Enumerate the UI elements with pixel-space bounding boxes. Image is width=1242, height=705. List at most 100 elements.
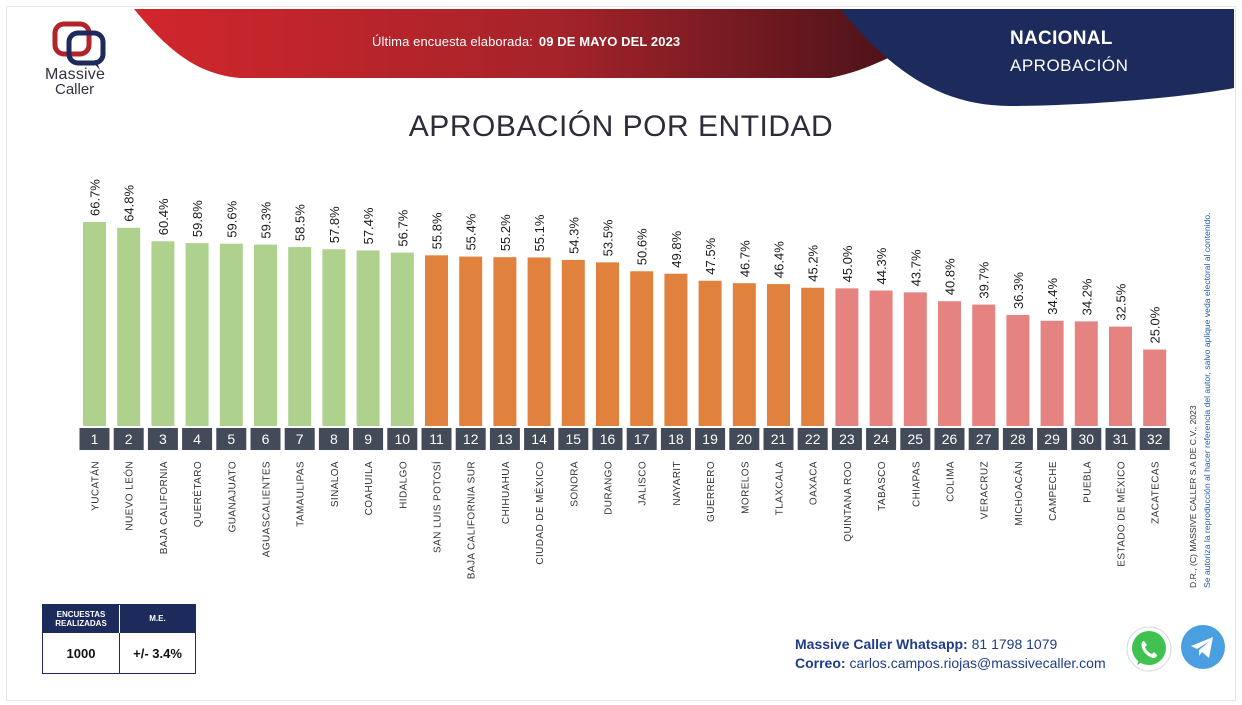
value-label-17: 50.6% (635, 228, 650, 265)
telegram-icon[interactable] (1180, 624, 1226, 670)
bar-16 (596, 262, 619, 426)
bar-10 (390, 252, 414, 426)
survey-date-banner: Última encuesta elaborada: 09 DE MAYO DEL… (372, 34, 680, 49)
rank-box-19 (695, 428, 726, 450)
value-label-27: 39.7% (977, 261, 992, 298)
value-label-26: 40.8% (943, 258, 958, 295)
rank-box-3 (147, 428, 178, 450)
rank-box-18 (660, 428, 691, 450)
value-label-28: 36.3% (1011, 272, 1026, 309)
category-label-28: MICHOACÁN (1012, 461, 1025, 526)
whatsapp-label: Massive Caller Whatsapp: (795, 636, 968, 652)
rank-label-14: 14 (531, 431, 547, 447)
value-label-3: 60.4% (156, 198, 171, 235)
rank-box-1 (79, 428, 110, 450)
rank-box-29 (1037, 428, 1068, 450)
margin-error-header: M.E. (119, 605, 195, 633)
value-label-19: 47.5% (703, 237, 718, 274)
value-label-30: 34.2% (1079, 278, 1094, 315)
rank-label-17: 17 (634, 431, 650, 447)
margin-error-value: +/- 3.4% (119, 633, 195, 673)
category-label-13: CHIHUAHUA (501, 461, 512, 524)
logo-text-massive: Massive (45, 66, 106, 83)
category-label-3: BAJA CALIFORNIA (159, 461, 170, 554)
bar-5 (219, 243, 243, 426)
region-label: NACIONAL (1010, 28, 1113, 49)
copyright-note: D.R., (C) MASSIVE CALLER S.A DE C.V., 20… (1184, 148, 1214, 589)
bar-21 (767, 284, 790, 426)
rank-box-8 (318, 428, 349, 450)
value-label-15: 54.3% (566, 217, 581, 254)
value-label-20: 46.7% (737, 240, 752, 277)
rank-label-6: 6 (262, 431, 270, 447)
bar-6 (254, 244, 277, 426)
surveys-header: ENCUESTAS REALIZADAS (43, 605, 119, 633)
bar-29 (1040, 320, 1064, 426)
bar-8 (322, 249, 346, 426)
rank-label-3: 3 (159, 431, 167, 447)
surveys-value: 1000 (66, 645, 96, 661)
rank-box-31 (1105, 428, 1136, 450)
value-label-16: 53.5% (601, 219, 616, 256)
value-label-12: 55.4% (464, 213, 479, 250)
bar-15 (561, 259, 585, 426)
rank-label-10: 10 (395, 431, 411, 447)
rank-box-5 (216, 428, 247, 450)
value-label-22: 45.2% (806, 244, 821, 281)
bar-20 (732, 283, 756, 426)
value-label-7: 58.5% (293, 204, 308, 241)
category-label-25: CHIAPAS (911, 461, 922, 507)
rank-box-27 (968, 428, 999, 450)
category-label-27: VERACRUZ (980, 461, 991, 519)
category-label-19: GUERRERO (706, 461, 717, 522)
logo-text-caller: Caller (55, 81, 95, 98)
category-label-16: DURANGO (604, 461, 615, 515)
rank-box-2 (113, 428, 144, 450)
email-link[interactable]: carlos.campos.riojas@massivecaller.com (849, 655, 1106, 671)
rank-box-9 (353, 428, 384, 450)
category-label-12: BAJA CALIFORNIA SUR (467, 461, 478, 579)
value-label-5: 59.6% (224, 200, 239, 237)
value-label-6: 59.3% (259, 201, 274, 238)
rank-label-29: 29 (1044, 431, 1060, 447)
rank-label-9: 9 (364, 431, 372, 447)
bar-4 (185, 243, 209, 426)
rank-label-13: 13 (497, 431, 513, 447)
rank-label-32: 32 (1147, 431, 1163, 447)
survey-stats-table: ENCUESTAS REALIZADAS M.E. 1000 +/- 3.4% (42, 604, 196, 674)
rank-box-24 (866, 428, 897, 450)
bar-27 (972, 304, 996, 426)
value-label-21: 46.4% (772, 241, 787, 278)
category-label-23: QUINTANA ROO (843, 461, 854, 542)
category-label-5: GUANAJUATO (227, 461, 238, 532)
rank-label-25: 25 (908, 431, 924, 447)
category-label-6: AGUASCALIENTES (262, 461, 273, 557)
rank-box-20 (729, 428, 760, 450)
value-label-23: 45.0% (840, 245, 855, 282)
value-label-2: 64.8% (122, 185, 137, 222)
bar-14 (527, 257, 551, 426)
whatsapp-contact: Massive Caller Whatsapp: 81 1798 1079 (795, 636, 1057, 652)
rank-label-18: 18 (668, 431, 684, 447)
rank-label-22: 22 (805, 431, 821, 447)
bar-18 (664, 273, 688, 426)
category-label-7: TAMAULIPAS (296, 461, 307, 527)
rank-box-12 (455, 428, 486, 450)
rank-box-7 (284, 428, 315, 450)
category-label-26: COLIMA (946, 461, 957, 502)
bar-24 (869, 290, 893, 426)
value-label-1: 66.7% (88, 179, 103, 216)
whatsapp-number[interactable]: 81 1798 1079 (971, 636, 1058, 652)
category-label-2: NUEVO LEÓN (123, 461, 136, 531)
rank-box-13 (489, 428, 520, 450)
category-label-14: CIUDAD DE MÉXICO (533, 461, 546, 565)
category-label-29: CAMPECHE (1048, 461, 1059, 521)
page-frame (6, 6, 1236, 701)
bar-17 (630, 271, 654, 426)
rank-label-15: 15 (566, 431, 582, 447)
rank-label-26: 26 (942, 431, 958, 447)
bar-30 (1074, 321, 1098, 426)
whatsapp-icon[interactable] (1124, 624, 1174, 674)
category-label-24: TABASCO (877, 461, 888, 511)
